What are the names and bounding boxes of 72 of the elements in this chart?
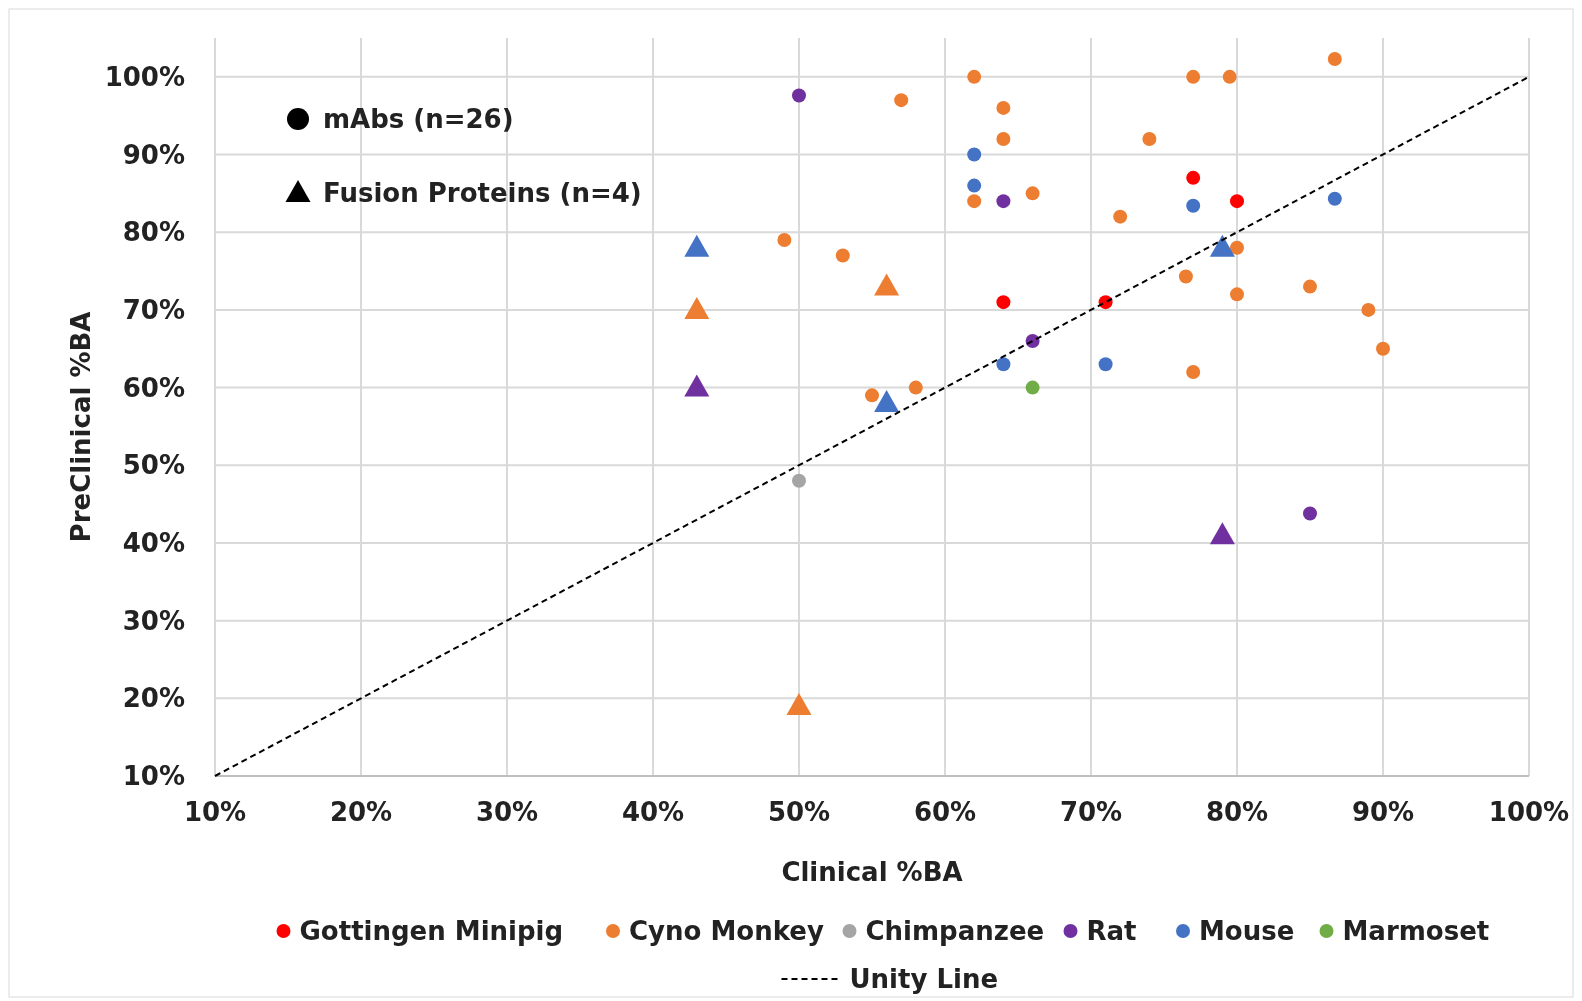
annotation: mAbs (n=26) — [323, 104, 514, 135]
point — [1230, 240, 1244, 255]
point — [996, 295, 1011, 310]
y-tick-label: 20% — [122, 683, 185, 714]
point — [1327, 51, 1342, 66]
point — [1025, 380, 1040, 395]
point — [792, 473, 806, 488]
point — [996, 357, 1011, 372]
x-tick-label: 10% — [183, 797, 247, 827]
point — [967, 147, 982, 162]
point — [996, 100, 1011, 115]
point — [1098, 357, 1113, 372]
point — [874, 273, 900, 296]
point — [1361, 302, 1376, 317]
point — [996, 194, 1011, 209]
point — [967, 69, 982, 84]
point — [1376, 341, 1390, 356]
y-tick-label: 80% — [122, 217, 185, 248]
legend-label: Chimpanzee — [865, 916, 1045, 947]
x-tick-label: 20% — [329, 797, 393, 827]
x-axis-title: Clinical %BA — [781, 857, 963, 887]
annotation: Fusion Proteins (n=4) — [323, 178, 642, 209]
x-tick-label: 60% — [913, 797, 977, 827]
point — [865, 388, 879, 403]
point — [1222, 69, 1237, 84]
point — [1142, 131, 1157, 146]
legend-label: Cyno Monkey — [629, 916, 824, 947]
y-tick-label: 100% — [104, 61, 185, 92]
point — [786, 693, 812, 716]
y-tick-label: 70% — [122, 294, 185, 325]
point — [835, 248, 850, 263]
y-tick-label: 10% — [122, 761, 185, 792]
point — [1327, 191, 1342, 206]
point — [1230, 194, 1244, 209]
point — [1209, 522, 1235, 545]
point — [996, 131, 1011, 146]
y-tick-label: 60% — [122, 372, 185, 403]
legend-label: Gottingen Minipig — [299, 916, 564, 947]
point — [1186, 69, 1201, 84]
point — [1186, 365, 1201, 380]
x-tick-label: 90% — [1351, 797, 1415, 827]
point — [1303, 279, 1317, 294]
point — [874, 390, 900, 413]
x-tick-label: 80% — [1205, 797, 1269, 827]
legend-label: Mouse — [1199, 916, 1295, 947]
point — [792, 88, 806, 103]
y-axis-title: PreClinical %BA — [66, 311, 96, 543]
y-tick-label: 50% — [122, 450, 185, 481]
point — [967, 178, 982, 193]
legend-label: Marmoset — [1342, 916, 1490, 947]
x-tick-label: 30% — [475, 797, 539, 827]
point — [1230, 287, 1244, 302]
point — [1303, 506, 1317, 521]
x-tick-label: 40% — [621, 797, 685, 827]
point — [908, 380, 923, 395]
point — [1186, 170, 1201, 185]
point — [1025, 186, 1040, 201]
point — [1178, 269, 1193, 284]
point — [967, 194, 982, 209]
point — [777, 232, 792, 247]
x-tick-label: 100% — [1488, 797, 1570, 827]
legend-label: Unity Line — [849, 964, 999, 995]
y-tick-label: 40% — [122, 528, 185, 559]
point — [684, 374, 710, 397]
point — [1186, 198, 1201, 213]
point — [1113, 209, 1128, 224]
legend-label: Rat — [1086, 916, 1137, 947]
y-tick-label: 90% — [122, 139, 185, 170]
y-tick-label: 30% — [122, 605, 185, 636]
point — [894, 93, 909, 108]
x-tick-label: 70% — [1059, 797, 1123, 827]
x-tick-label: 50% — [767, 797, 831, 827]
